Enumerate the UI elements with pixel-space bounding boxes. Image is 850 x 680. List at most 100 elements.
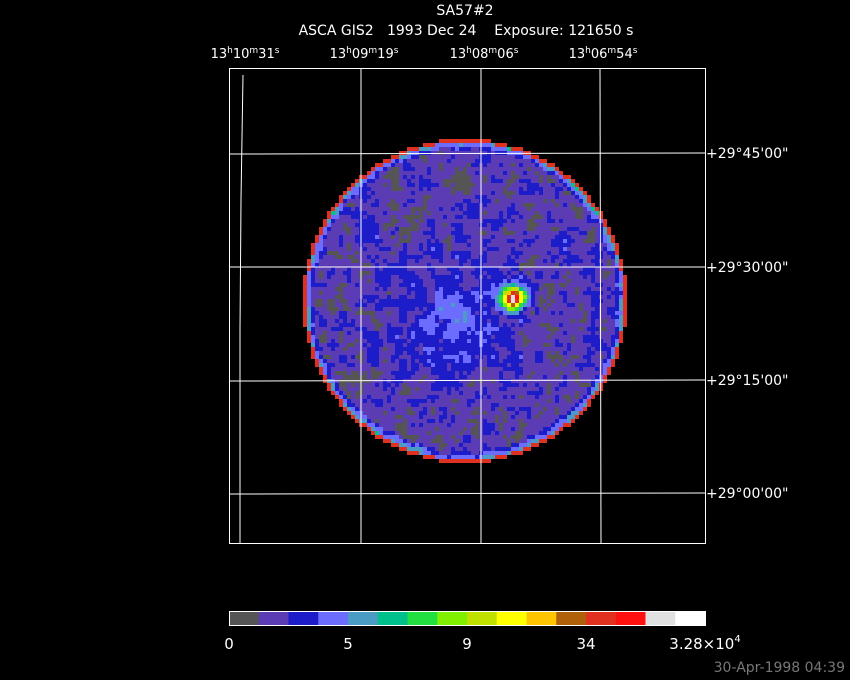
pixel	[487, 159, 491, 163]
pixel	[419, 243, 423, 247]
pixel	[491, 223, 495, 227]
pixel	[575, 255, 579, 259]
pixel	[527, 335, 531, 339]
pixel	[591, 391, 595, 395]
pixel	[427, 159, 431, 163]
pixel	[379, 239, 383, 243]
pixel	[463, 195, 467, 199]
pixel	[391, 319, 395, 323]
pixel	[351, 263, 355, 267]
pixel	[343, 343, 347, 347]
pixel	[447, 399, 451, 403]
pixel	[339, 387, 343, 391]
pixel	[587, 371, 591, 375]
pixel	[487, 359, 491, 363]
pixel	[383, 311, 387, 315]
pixel	[543, 363, 547, 367]
pixel	[423, 319, 427, 323]
pixel	[391, 331, 395, 335]
pixel	[379, 315, 383, 319]
pixel	[451, 295, 455, 299]
pixel	[343, 215, 347, 219]
pixel	[443, 231, 447, 235]
pixel	[439, 395, 443, 399]
pixel	[343, 307, 347, 311]
pixel	[367, 295, 371, 299]
pixel	[423, 335, 427, 339]
pixel	[587, 323, 591, 327]
pixel	[411, 275, 415, 279]
pixel	[423, 375, 427, 379]
pixel	[523, 415, 527, 419]
pixel	[415, 375, 419, 379]
pixel	[547, 263, 551, 267]
pixel	[519, 239, 523, 243]
pixel	[407, 267, 411, 271]
pixel	[523, 307, 527, 311]
pixel	[543, 379, 547, 383]
pixel	[531, 387, 535, 391]
pixel	[455, 311, 459, 315]
pixel	[575, 311, 579, 315]
pixel	[435, 295, 439, 299]
pixel	[475, 279, 479, 283]
pixel	[311, 311, 315, 315]
pixel	[519, 251, 523, 255]
pixel	[463, 219, 467, 223]
pixel	[407, 303, 411, 307]
pixel	[599, 263, 603, 267]
pixel	[451, 283, 455, 287]
pixel	[391, 363, 395, 367]
pixel	[531, 343, 535, 347]
pixel	[595, 383, 599, 387]
pixel	[555, 287, 559, 291]
pixel	[507, 147, 511, 151]
pixel	[495, 303, 499, 307]
pixel	[447, 171, 451, 175]
pixel	[523, 219, 527, 223]
pixel	[443, 407, 447, 411]
pixel	[515, 267, 519, 271]
pixel	[495, 403, 499, 407]
pixel	[535, 203, 539, 207]
pixel	[399, 367, 403, 371]
pixel	[323, 315, 327, 319]
pixel	[371, 395, 375, 399]
pixel	[591, 327, 595, 331]
pixel	[523, 295, 527, 299]
pixel	[363, 251, 367, 255]
pixel	[431, 311, 435, 315]
pixel	[483, 351, 487, 355]
pixel	[379, 367, 383, 371]
pixel	[595, 207, 599, 211]
pixel	[475, 395, 479, 399]
pixel	[471, 407, 475, 411]
pixel	[515, 147, 519, 151]
pixel	[483, 235, 487, 239]
pixel	[431, 303, 435, 307]
pixel	[427, 259, 431, 263]
pixel	[471, 371, 475, 375]
pixel	[595, 259, 599, 263]
pixel	[403, 351, 407, 355]
pixel	[423, 411, 427, 415]
pixel	[311, 331, 315, 335]
pixel	[307, 339, 311, 343]
pixel	[403, 183, 407, 187]
pixel	[615, 299, 619, 303]
pixel	[471, 355, 475, 359]
pixel	[515, 227, 519, 231]
pixel	[423, 167, 427, 171]
pixel	[555, 307, 559, 311]
pixel	[571, 351, 575, 355]
pixel	[363, 383, 367, 387]
pixel	[355, 187, 359, 191]
pixel	[455, 287, 459, 291]
pixel	[523, 335, 527, 339]
pixel	[563, 175, 567, 179]
pixel	[343, 267, 347, 271]
pixel	[571, 279, 575, 283]
pixel	[483, 255, 487, 259]
pixel	[519, 271, 523, 275]
pixel	[567, 271, 571, 275]
